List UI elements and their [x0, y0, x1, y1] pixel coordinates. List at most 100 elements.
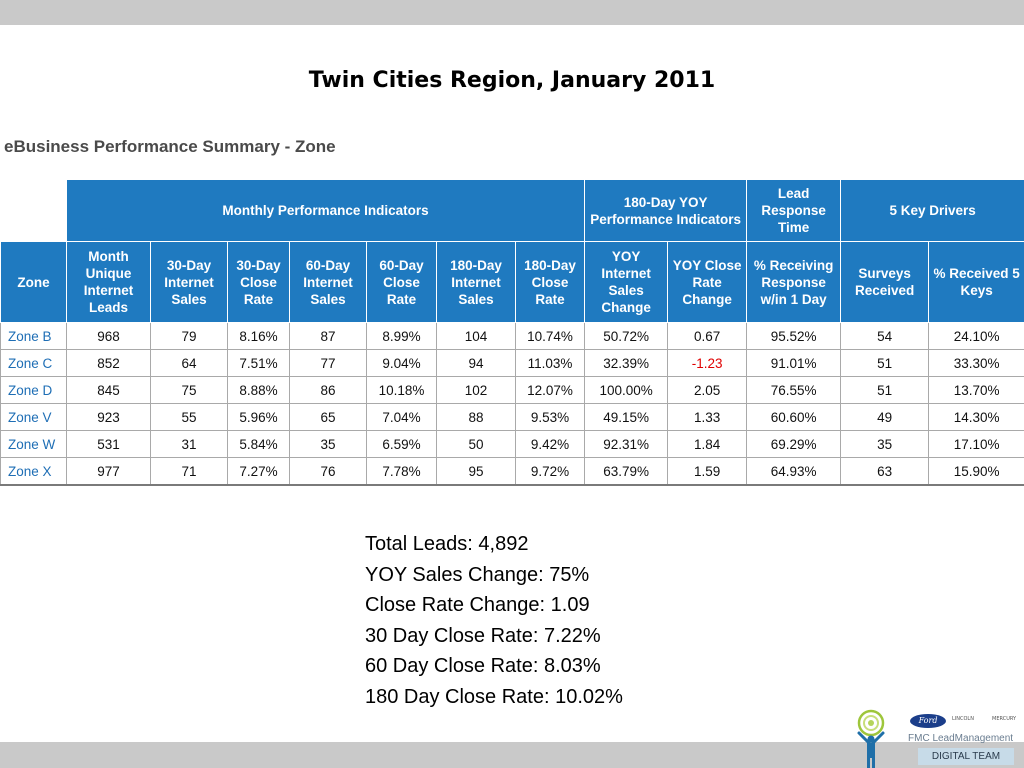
performance-table: Monthly Performance Indicators 180-Day Y… [0, 179, 1024, 486]
column-header: 30-Day Close Rate [227, 241, 290, 323]
table-cell: 77 [289, 349, 367, 377]
table-cell: 9.42% [514, 430, 586, 458]
table-cell: 75 [150, 376, 228, 404]
table-cell: 7.04% [366, 403, 437, 431]
zone-link[interactable]: Zone B [0, 322, 67, 350]
table-cell: 1.84 [667, 430, 748, 458]
table-cell: 1.59 [667, 457, 748, 486]
table-row: Zone D 845 75 8.88% 86 10.18% 102 12.07%… [0, 376, 1024, 404]
table-cell: 8.99% [366, 322, 437, 350]
group-yoy-header: 180-Day YOY Performance Indicators [584, 179, 748, 242]
table-cell: 17.10% [928, 430, 1024, 458]
zone-link[interactable]: Zone C [0, 349, 67, 377]
summary-30-day-close-rate: 30 Day Close Rate: 7.22% [365, 624, 601, 647]
zone-link[interactable]: Zone V [0, 403, 67, 431]
table-cell: 10.74% [514, 322, 586, 350]
table-row: Zone X 977 71 7.27% 76 7.78% 95 9.72% 63… [0, 457, 1024, 486]
table-row: Zone V 923 55 5.96% 65 7.04% 88 9.53% 49… [0, 403, 1024, 431]
summary-close-rate-change: Close Rate Change: 1.09 [365, 594, 590, 616]
column-header: 30-Day Internet Sales [150, 241, 228, 323]
table-cell: 69.29% [746, 430, 842, 458]
table-cell: 2.05 [667, 376, 748, 404]
table-cell: 0.67 [667, 322, 748, 350]
table-cell: 87 [289, 322, 367, 350]
top-bar [0, 0, 1024, 25]
lincoln-logo-text: LINCOLN [952, 716, 974, 722]
table-cell: 50 [436, 430, 516, 458]
table-cell: 65 [289, 403, 367, 431]
table-cell: 102 [436, 376, 516, 404]
table-cell: 6.59% [366, 430, 437, 458]
table-cell: 71 [150, 457, 228, 486]
summary-yoy-sales-change: YOY Sales Change: 75% [365, 563, 590, 586]
digital-team-label: DIGITAL TEAM [918, 748, 1014, 765]
table-cell: 5.96% [227, 403, 290, 431]
column-header: 180-Day Close Rate [514, 241, 586, 323]
table-cell: 51 [840, 349, 930, 377]
table-cell: 64 [150, 349, 228, 377]
table-cell: 104 [436, 322, 516, 350]
zone-link[interactable]: Zone D [0, 376, 67, 404]
table-cell: 55 [150, 403, 228, 431]
table-cell: 63.79% [584, 457, 669, 486]
table-cell: 76 [289, 457, 367, 486]
table-cell: 11.03% [514, 349, 586, 377]
column-header: 60-Day Internet Sales [289, 241, 367, 323]
column-header: YOY Internet Sales Change [584, 241, 669, 323]
table-cell: 76.55% [746, 376, 842, 404]
column-header: Zone [0, 241, 67, 323]
table-cell: 49.15% [584, 403, 669, 431]
table-cell: 12.07% [514, 376, 586, 404]
table-cell: 5.84% [227, 430, 290, 458]
mercury-logo-text: MERCURY [992, 716, 1017, 722]
table-cell: 35 [840, 430, 930, 458]
table-cell: 14.30% [928, 403, 1024, 431]
table-cell: 91.01% [746, 349, 842, 377]
zone-link[interactable]: Zone W [0, 430, 67, 458]
column-header: Month Unique Internet Leads [66, 241, 151, 323]
column-header: % Received 5 Keys [928, 241, 1024, 323]
table-cell: 531 [66, 430, 151, 458]
table-cell: 50.72% [584, 322, 669, 350]
table-cell: 95.52% [746, 322, 842, 350]
slide-title: Twin Cities Region, January 2011 [308, 68, 716, 93]
table-cell: 92.31% [584, 430, 669, 458]
table-cell-negative: -1.23 [667, 349, 748, 377]
fmc-lead-management-logo: Ford LINCOLN MERCURY FMC LeadManagement … [906, 712, 1018, 766]
table-cell: 7.51% [227, 349, 290, 377]
table-cell: 8.88% [227, 376, 290, 404]
column-header: 180-Day Internet Sales [436, 241, 516, 323]
summary-180-day-close-rate: 180 Day Close Rate: 10.02% [365, 685, 623, 708]
table-cell: 24.10% [928, 322, 1024, 350]
table-cell: 63 [840, 457, 930, 486]
table-cell: 86 [289, 376, 367, 404]
table-cell: 8.16% [227, 322, 290, 350]
table-cell: 54 [840, 322, 930, 350]
table-row: Zone C 852 64 7.51% 77 9.04% 94 11.03% 3… [0, 349, 1024, 377]
table-cell: 15.90% [928, 457, 1024, 486]
figure-logo-icon [857, 709, 885, 768]
brand-logos: Ford LINCOLN MERCURY [906, 712, 1018, 730]
table-cell: 60.60% [746, 403, 842, 431]
table-cell: 100.00% [584, 376, 669, 404]
column-header: Surveys Received [840, 241, 930, 323]
table-cell: 7.78% [366, 457, 437, 486]
group-monthly-header: Monthly Performance Indicators [65, 179, 586, 242]
table-cell: 33.30% [928, 349, 1024, 377]
column-header: % Receiving Response w/in 1 Day [746, 241, 842, 323]
table-cell: 9.04% [366, 349, 437, 377]
table-cell: 1.33 [667, 403, 748, 431]
table-cell: 13.70% [928, 376, 1024, 404]
ford-logo-icon: Ford [910, 714, 946, 728]
performance-table-container: Monthly Performance Indicators 180-Day Y… [0, 179, 1024, 487]
table-cell: 88 [436, 403, 516, 431]
table-cell: 845 [66, 376, 151, 404]
bottom-bar [0, 742, 1024, 768]
zone-link[interactable]: Zone X [0, 457, 67, 486]
group-drivers-header: 5 Key Drivers [840, 179, 1024, 242]
summary-total-leads: Total Leads: 4,892 [365, 533, 529, 555]
table-cell: 79 [150, 322, 228, 350]
table-row: Zone W 531 31 5.84% 35 6.59% 50 9.42% 92… [0, 430, 1024, 458]
table-cell: 9.53% [514, 403, 586, 431]
column-header: YOY Close Rate Change [667, 241, 748, 323]
